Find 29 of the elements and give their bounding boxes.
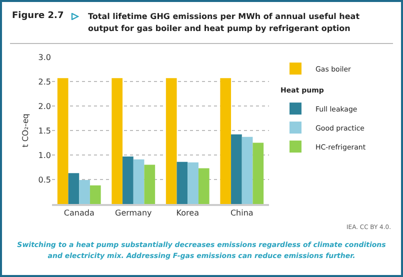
y-tick-label: 2.0 (38, 102, 51, 111)
y-axis-title: t CO₂-eq (20, 114, 30, 148)
bar (68, 173, 80, 204)
y-tick-label: 2.5 (38, 77, 51, 86)
x-tick-label: China (230, 208, 254, 218)
y-tick-label: 0.5 (38, 175, 51, 184)
bar (252, 142, 264, 204)
bar (166, 78, 177, 204)
bar (242, 136, 253, 204)
bar (79, 180, 90, 204)
bar (122, 156, 134, 204)
bar (188, 162, 198, 204)
bar (176, 162, 188, 204)
y-tick-label: 3.0 (38, 52, 51, 62)
x-tick-label: Canada (64, 208, 94, 218)
bar (90, 185, 101, 204)
bar (144, 164, 156, 204)
bar (112, 78, 123, 204)
x-tick-label: Germany (114, 208, 152, 218)
x-tick-label: Korea (176, 208, 200, 218)
y-tick-label: 1.5 (38, 126, 51, 136)
bar (57, 78, 68, 204)
y-tick-label: 1.0 (38, 150, 51, 160)
bar (231, 134, 242, 204)
bar (133, 159, 144, 204)
bar (220, 78, 232, 204)
caption: Figure 2.7 (12, 11, 64, 21)
bar (198, 168, 210, 204)
chart-title: Total lifetime GHG emissions per MWh of annual useful heat output for gas boiler and heat pump by refrigerant option (88, 11, 361, 35)
